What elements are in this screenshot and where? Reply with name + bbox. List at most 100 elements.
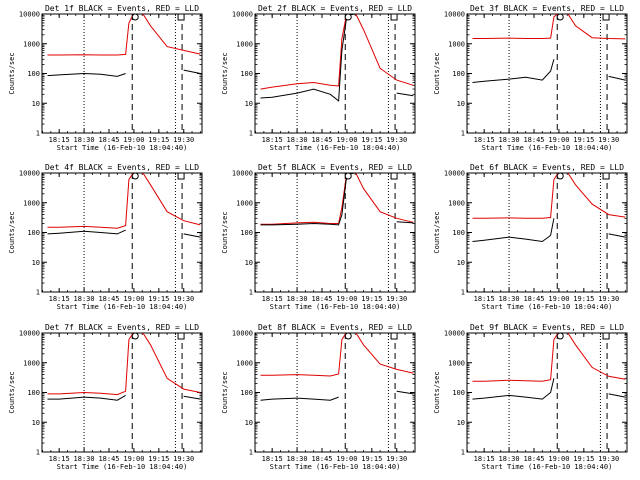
y-tick-label: 100 [27, 70, 40, 78]
x-tick-label: 18:45 [523, 455, 544, 463]
x-tick-label: 19:15 [361, 295, 382, 303]
x-tick-label: 18:15 [474, 295, 495, 303]
x-tick-label: 19:00 [123, 295, 144, 303]
y-axis-label: Counts/sec [8, 52, 16, 94]
lld-series-line [472, 14, 626, 40]
panel-title: Det 2f BLACK = Events, RED = LLD [258, 4, 412, 13]
end-marker-square [602, 332, 610, 340]
x-axis-label: Start Time (16-Feb-10 18:04:40) [482, 463, 613, 471]
x-tick-label: 19:00 [548, 295, 569, 303]
x-axis-label: Start Time (16-Feb-10 18:04:40) [57, 144, 188, 152]
panel-title: Det 1f BLACK = Events, RED = LLD [45, 4, 199, 13]
start-marker-circle [131, 332, 139, 340]
events-series-line [47, 69, 201, 77]
y-axis-label: Counts/sec [221, 211, 229, 253]
y-tick-label: 1000 [448, 199, 465, 207]
x-tick-label: 18:30 [74, 455, 95, 463]
start-marker-circle [344, 13, 352, 21]
y-axis-label: Counts/sec [433, 371, 441, 413]
x-axis-label: Start Time (16-Feb-10 18:04:40) [57, 303, 188, 311]
lld-series-line [47, 173, 201, 229]
x-tick-label: 18:30 [287, 136, 308, 144]
start-marker-circle [344, 172, 352, 180]
x-axis-label: Start Time (16-Feb-10 18:04:40) [270, 144, 401, 152]
plot-area [472, 333, 626, 452]
x-tick-label: 19:15 [361, 455, 382, 463]
events-series-line [260, 14, 414, 102]
events-series-line [472, 59, 626, 83]
y-tick-label: 1000 [23, 359, 40, 367]
detector-panel: Det 5f BLACK = Events, RED = LLD 1 10 100 10… [221, 163, 416, 311]
lld-series-line [260, 14, 414, 90]
x-tick-label: 19:00 [336, 295, 357, 303]
x-tick-label: 18:15 [49, 136, 70, 144]
x-tick-label: 18:45 [311, 295, 332, 303]
y-tick-label: 10000 [444, 330, 465, 338]
x-tick-label: 19:00 [548, 455, 569, 463]
y-tick-label: 10 [457, 259, 465, 267]
detector-panel: Det 3f BLACK = Events, RED = LLD 1 10 100 10… [433, 4, 628, 152]
y-tick-label: 10000 [19, 330, 40, 338]
y-tick-label: 1 [249, 449, 253, 457]
x-tick-label: 19:00 [548, 136, 569, 144]
x-tick-label: 19:30 [173, 136, 194, 144]
x-tick-label: 19:15 [148, 136, 169, 144]
x-tick-label: 18:15 [474, 455, 495, 463]
events-series-line [47, 394, 201, 401]
lld-series-line [472, 333, 626, 382]
x-tick-label: 19:00 [336, 136, 357, 144]
start-marker-circle [556, 13, 564, 21]
y-tick-label: 10 [32, 419, 40, 427]
y-tick-label: 1000 [23, 40, 40, 48]
detector-panel: Det 7f BLACK = Events, RED = LLD 1 10 100 10… [8, 323, 203, 471]
plot-frame [254, 13, 416, 134]
y-tick-label: 10000 [444, 170, 465, 178]
y-axis-label: Counts/sec [433, 211, 441, 253]
y-axis-label: Counts/sec [433, 52, 441, 94]
y-axis-label: Counts/sec [221, 371, 229, 413]
x-axis-label: Start Time (16-Feb-10 18:04:40) [270, 303, 401, 311]
plot-frame [466, 13, 628, 134]
x-tick-label: 19:30 [598, 295, 619, 303]
y-tick-label: 10 [32, 259, 40, 267]
x-tick-label: 18:45 [311, 136, 332, 144]
panel-title: Det 3f BLACK = Events, RED = LLD [470, 4, 624, 13]
x-tick-label: 19:30 [173, 455, 194, 463]
start-marker-circle [131, 172, 139, 180]
y-tick-label: 1 [461, 130, 465, 138]
start-marker-circle [556, 332, 564, 340]
y-tick-label: 10 [245, 419, 253, 427]
events-series-line [472, 378, 626, 400]
plot-area [47, 14, 201, 133]
x-tick-label: 18:45 [98, 455, 119, 463]
y-tick-label: 100 [452, 389, 465, 397]
x-tick-label: 19:30 [598, 455, 619, 463]
x-tick-label: 18:15 [49, 455, 70, 463]
lld-series-line [260, 173, 414, 225]
y-tick-label: 1000 [448, 40, 465, 48]
x-tick-label: 18:30 [499, 295, 520, 303]
y-axis-label: Counts/sec [221, 52, 229, 94]
y-tick-label: 1 [249, 289, 253, 297]
y-tick-label: 100 [27, 229, 40, 237]
y-tick-label: 1 [36, 289, 40, 297]
x-tick-label: 19:15 [148, 295, 169, 303]
x-tick-label: 19:15 [573, 136, 594, 144]
x-tick-label: 19:00 [336, 455, 357, 463]
y-tick-label: 100 [452, 229, 465, 237]
detector-panel: Det 6f BLACK = Events, RED = LLD 1 10 100 10… [433, 163, 628, 311]
y-tick-label: 1 [36, 130, 40, 138]
x-tick-label: 19:30 [386, 455, 407, 463]
x-axis-label: Start Time (16-Feb-10 18:04:40) [57, 463, 188, 471]
end-marker-square [177, 172, 185, 180]
detector-panel: Det 9f BLACK = Events, RED = LLD 1 10 100 10… [433, 323, 628, 471]
events-series-line [47, 229, 201, 238]
x-tick-label: 18:45 [523, 136, 544, 144]
detector-panel: Det 4f BLACK = Events, RED = LLD 1 10 100 10… [8, 163, 203, 311]
detector-panel: Det 8f BLACK = Events, RED = LLD 1 10 100 10… [221, 323, 416, 471]
plot-area [47, 333, 201, 452]
y-tick-label: 100 [240, 70, 253, 78]
panel-title: Det 5f BLACK = Events, RED = LLD [258, 163, 412, 172]
y-tick-label: 10000 [19, 11, 40, 19]
